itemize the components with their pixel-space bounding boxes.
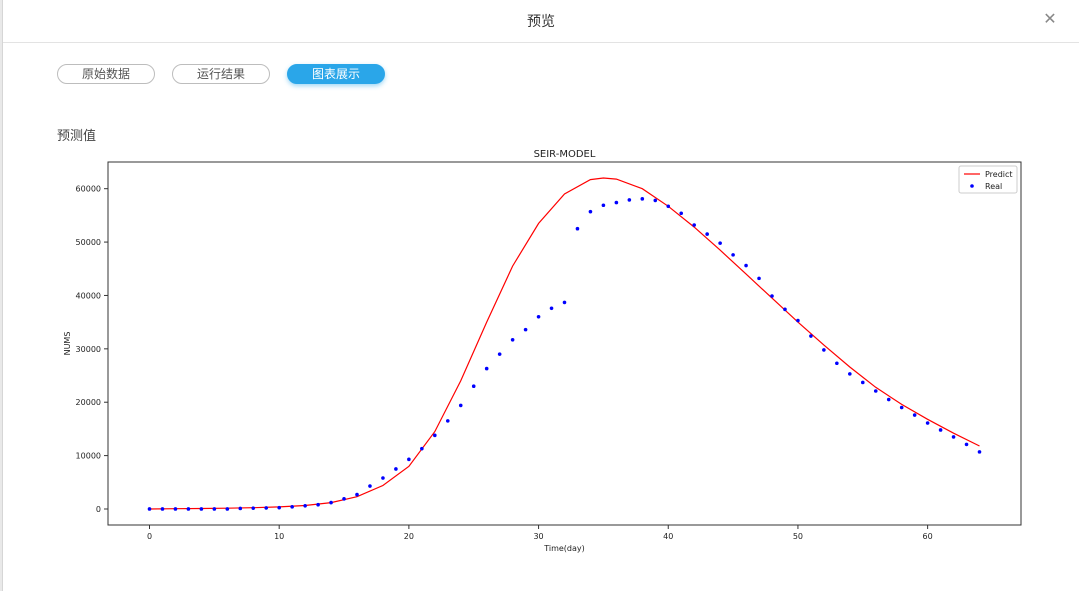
data-point-real [549,306,554,311]
data-point-real [640,197,645,201]
x-tick-label: 10 [274,532,284,541]
data-point-real [329,500,333,505]
data-point-real [471,384,476,389]
data-point-real [977,450,982,454]
data-point-real [601,203,606,208]
data-point-real [264,506,269,510]
x-tick-label: 60 [923,532,933,541]
data-point-real [342,497,346,501]
data-point-real [407,457,411,462]
data-point-real [381,476,385,480]
data-point-real [212,507,217,511]
data-point-real [951,435,956,439]
y-tick-label: 20000 [76,398,101,407]
dialog-header: 预览 ✕ [3,0,1079,43]
x-tick-label: 0 [147,532,152,541]
legend-entry: Real [985,182,1002,191]
y-tick-label: 10000 [76,452,101,461]
data-point-real [873,389,878,393]
data-point-real [899,405,904,410]
x-axis-label: Time(day) [543,544,585,553]
data-point-real [679,211,684,216]
seir-chart: SEIR-MODEL 0 10 20 30 40 50 60 0 10000 20000 30000 4… [63,149,1022,553]
data-point-real [523,327,528,332]
y-tick-label: 30000 [76,345,101,354]
y-tick-label: 0 [96,505,101,514]
data-point-real [394,467,398,471]
data-point-real [510,337,515,342]
data-point-real [718,241,722,245]
legend-swatch-real [970,184,974,188]
data-point-real [938,428,943,432]
data-point-real [860,380,865,385]
data-point-real [627,198,632,202]
section-title: 预测值 [57,129,97,144]
data-point-real [160,507,165,511]
data-point-real [303,503,307,508]
data-point-real [433,433,437,438]
data-point-real [666,204,671,209]
close-icon[interactable]: ✕ [1043,9,1057,28]
tab-raw-data[interactable]: 原始数据 [57,64,155,84]
data-point-real [809,334,813,338]
data-point-real [238,506,243,511]
x-tick-label: 40 [663,532,673,541]
y-tick-label: 50000 [76,238,101,247]
data-point-real [912,413,917,417]
data-point-real [886,397,891,402]
data-point-real [822,348,826,352]
data-point-real [368,484,372,488]
data-point-real [420,446,424,451]
legend-entry: Predict [985,170,1013,179]
data-point-real [744,263,748,268]
data-point-real [445,419,450,423]
data-point-real [251,506,256,510]
data-point-real [277,505,281,510]
y-tick-label: 40000 [76,291,101,300]
data-point-real [835,361,839,366]
data-point-real [783,307,787,312]
data-point-real [147,507,152,511]
data-point-real [731,253,735,257]
tab-chart-display[interactable]: 图表展示 [287,64,385,84]
data-point-real [186,507,191,511]
data-point-real [484,366,489,371]
data-point-real [705,232,709,236]
data-point-real [964,442,969,447]
data-point-real [536,315,541,319]
x-tick-label: 50 [793,532,803,541]
plot-frame [107,161,1022,526]
data-point-real [316,502,320,507]
data-point-real [848,372,852,376]
dialog-title: 预览 [527,14,555,30]
data-point-real [614,200,619,205]
data-point-real [355,492,359,497]
data-point-real [575,226,580,231]
data-point-real [225,507,230,511]
data-point-real [925,421,930,425]
data-point-real [588,209,593,214]
y-axis-label: NUMS [63,332,72,356]
data-point-real [458,403,463,408]
data-point-real [757,276,761,281]
data-point-real [770,294,774,298]
data-point-real [199,507,204,511]
x-tick-label: 20 [404,532,414,541]
data-point-real [497,352,502,356]
data-point-real [290,505,294,509]
data-point-real [173,507,178,511]
y-tick-label: 60000 [76,185,101,194]
data-point-real [796,318,800,323]
data-point-real [562,300,567,305]
chart-title: SEIR-MODEL [534,149,596,160]
data-point-real [653,198,658,203]
x-tick-label: 30 [533,532,543,541]
tab-run-results[interactable]: 运行结果 [172,64,270,84]
data-point-real [692,223,696,227]
